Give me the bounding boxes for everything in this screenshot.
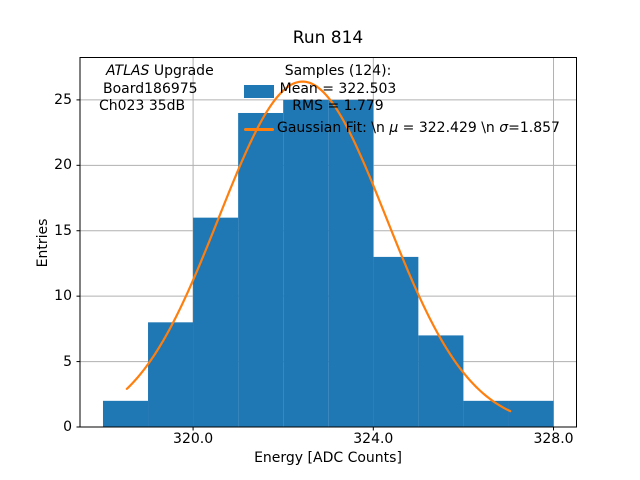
y-axis-label: Entries: [35, 218, 51, 268]
gaussian-fit-curve: [125, 80, 512, 413]
y-tick-label: 5: [63, 353, 72, 370]
x-tick-label: 328.0: [533, 431, 574, 447]
histogram-bar: [283, 99, 329, 427]
legend-fit-mid: = 322.429 \n: [398, 120, 500, 136]
legend-samples-mean: Mean = 322.503: [279, 80, 397, 97]
sigma-symbol: σ: [499, 120, 509, 136]
y-tick-label: 10: [54, 288, 72, 305]
x-tick-label: 320.0: [173, 431, 214, 447]
histogram-bar: [328, 99, 374, 427]
x-axis-label: Energy [ADC Counts]: [254, 450, 402, 466]
histogram-bar: [238, 112, 284, 427]
histogram-bar: [102, 400, 149, 427]
y-tick-label: 25: [54, 91, 72, 108]
histogram-bar: [508, 400, 554, 427]
axes-spines: [79, 57, 577, 428]
histogram-bar: [373, 256, 419, 427]
legend-samples-label: Samples (124): Mean = 322.503 RMS = 1.77…: [277, 63, 399, 116]
legend-gaussian-line-swatch: [244, 128, 274, 131]
annotation-line-3: Ch023 35dB: [99, 98, 186, 114]
legend-fit-suffix: =1.857: [508, 120, 560, 136]
legend-samples-rms: RMS = 1.779: [292, 98, 384, 114]
legend-samples-swatch: [244, 85, 274, 98]
legend-gaussian-label: Gaussian Fit: \n μ = 322.429 \n σ=1.857: [277, 120, 560, 138]
mu-symbol: μ: [389, 120, 399, 136]
upgrade-text: Upgrade: [149, 63, 214, 79]
chart-title: Run 814: [292, 28, 364, 48]
histogram-bar: [148, 322, 194, 427]
legend-samples-title: Samples (124):: [284, 63, 392, 79]
atlas-italic-text: ATLAS: [106, 63, 150, 79]
y-tick-label: 0: [63, 419, 72, 435]
histogram-bar: [463, 400, 509, 427]
x-tick-label: 324.0: [353, 431, 394, 447]
y-tick-label: 20: [54, 157, 72, 174]
y-tick-label: 15: [54, 222, 72, 239]
atlas-annotation: ATLAS Upgrade Board186975 Ch023 35dB: [99, 63, 214, 116]
annotation-line-1: ATLAS Upgrade: [99, 63, 214, 81]
legend-fit-prefix: Gaussian Fit: \n: [277, 120, 390, 136]
histogram-bar: [193, 217, 239, 427]
histogram-bar: [418, 335, 464, 427]
annotation-line-2: Board186975: [103, 80, 198, 97]
